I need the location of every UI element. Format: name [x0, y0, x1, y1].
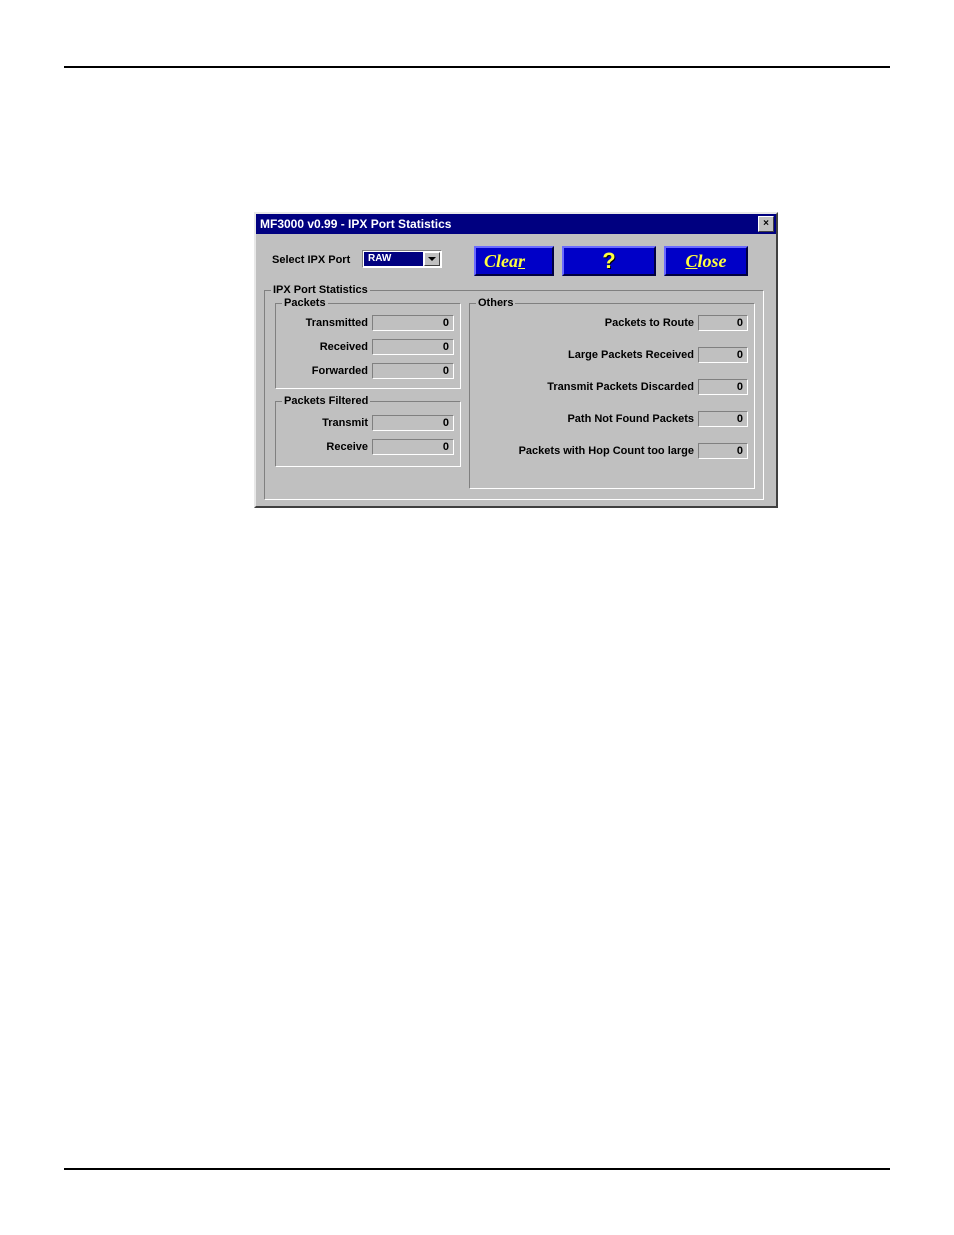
clear-button-pre: Clea [484, 251, 518, 271]
dialog-window: MF3000 v0.99 - IPX Port Statistics × Sel… [254, 212, 778, 508]
value-received: 0 [372, 339, 454, 355]
value-forwarded: 0 [372, 363, 454, 379]
chevron-down-icon [428, 257, 436, 261]
titlebar[interactable]: MF3000 v0.99 - IPX Port Statistics × [256, 214, 776, 234]
close-button-accel: C [685, 251, 697, 271]
label-large-rx: Large Packets Received [568, 349, 694, 361]
help-button[interactable]: ? [562, 246, 656, 276]
client-area: Select IPX Port RAW Clear ? Close [256, 234, 776, 506]
value-to-route: 0 [698, 315, 748, 331]
value-hop-large: 0 [698, 443, 748, 459]
page-rule-bottom [64, 1168, 890, 1170]
clear-button[interactable]: Clear [474, 246, 554, 276]
row-path-nf: Path Not Found Packets 0 [476, 410, 748, 428]
group-ipx-port-statistics: IPX Port Statistics Packets Transmitted … [264, 290, 764, 500]
top-row: Select IPX Port RAW Clear ? Close [264, 244, 768, 278]
label-path-nf: Path Not Found Packets [567, 413, 694, 425]
group-packets-filtered-legend: Packets Filtered [282, 395, 370, 407]
select-port-combo[interactable]: RAW [362, 250, 442, 268]
value-large-rx: 0 [698, 347, 748, 363]
label-to-route: Packets to Route [605, 317, 694, 329]
value-filter-transmit: 0 [372, 415, 454, 431]
label-transmitted: Transmitted [306, 317, 368, 329]
label-filter-transmit: Transmit [322, 417, 368, 429]
label-filter-receive: Receive [326, 441, 368, 453]
row-large-rx: Large Packets Received 0 [476, 346, 748, 364]
group-ipx-port-statistics-legend: IPX Port Statistics [271, 284, 370, 296]
clear-button-accel: r [518, 251, 525, 271]
select-port-label: Select IPX Port [272, 254, 350, 266]
close-icon: × [763, 218, 769, 229]
close-button[interactable]: Close [664, 246, 748, 276]
row-filter-receive: Receive 0 [282, 438, 454, 456]
page-rule-top [64, 66, 890, 68]
combo-drop-button[interactable] [424, 252, 440, 266]
group-packets-legend: Packets [282, 297, 328, 309]
group-packets-filtered: Packets Filtered Transmit 0 Receive 0 [275, 401, 461, 467]
window-title: MF3000 v0.99 - IPX Port Statistics [260, 217, 451, 231]
label-forwarded: Forwarded [312, 365, 368, 377]
question-icon: ? [602, 248, 615, 274]
row-forwarded: Forwarded 0 [282, 362, 454, 380]
value-filter-receive: 0 [372, 439, 454, 455]
page: MF3000 v0.99 - IPX Port Statistics × Sel… [0, 0, 954, 1235]
group-others-legend: Others [476, 297, 515, 309]
value-path-nf: 0 [698, 411, 748, 427]
label-tx-disc: Transmit Packets Discarded [547, 381, 694, 393]
row-filter-transmit: Transmit 0 [282, 414, 454, 432]
close-button-post: lose [698, 251, 727, 271]
row-hop-large: Packets with Hop Count too large 0 [476, 442, 748, 460]
row-transmitted: Transmitted 0 [282, 314, 454, 332]
value-tx-disc: 0 [698, 379, 748, 395]
row-received: Received 0 [282, 338, 454, 356]
row-to-route: Packets to Route 0 [476, 314, 748, 332]
label-received: Received [320, 341, 368, 353]
label-hop-large: Packets with Hop Count too large [519, 445, 694, 457]
group-others: Others Packets to Route 0 Large Packets … [469, 303, 755, 489]
group-packets: Packets Transmitted 0 Received 0 Forward… [275, 303, 461, 389]
value-transmitted: 0 [372, 315, 454, 331]
row-tx-disc: Transmit Packets Discarded 0 [476, 378, 748, 396]
window-close-button[interactable]: × [758, 216, 774, 232]
select-port-value: RAW [364, 252, 423, 266]
